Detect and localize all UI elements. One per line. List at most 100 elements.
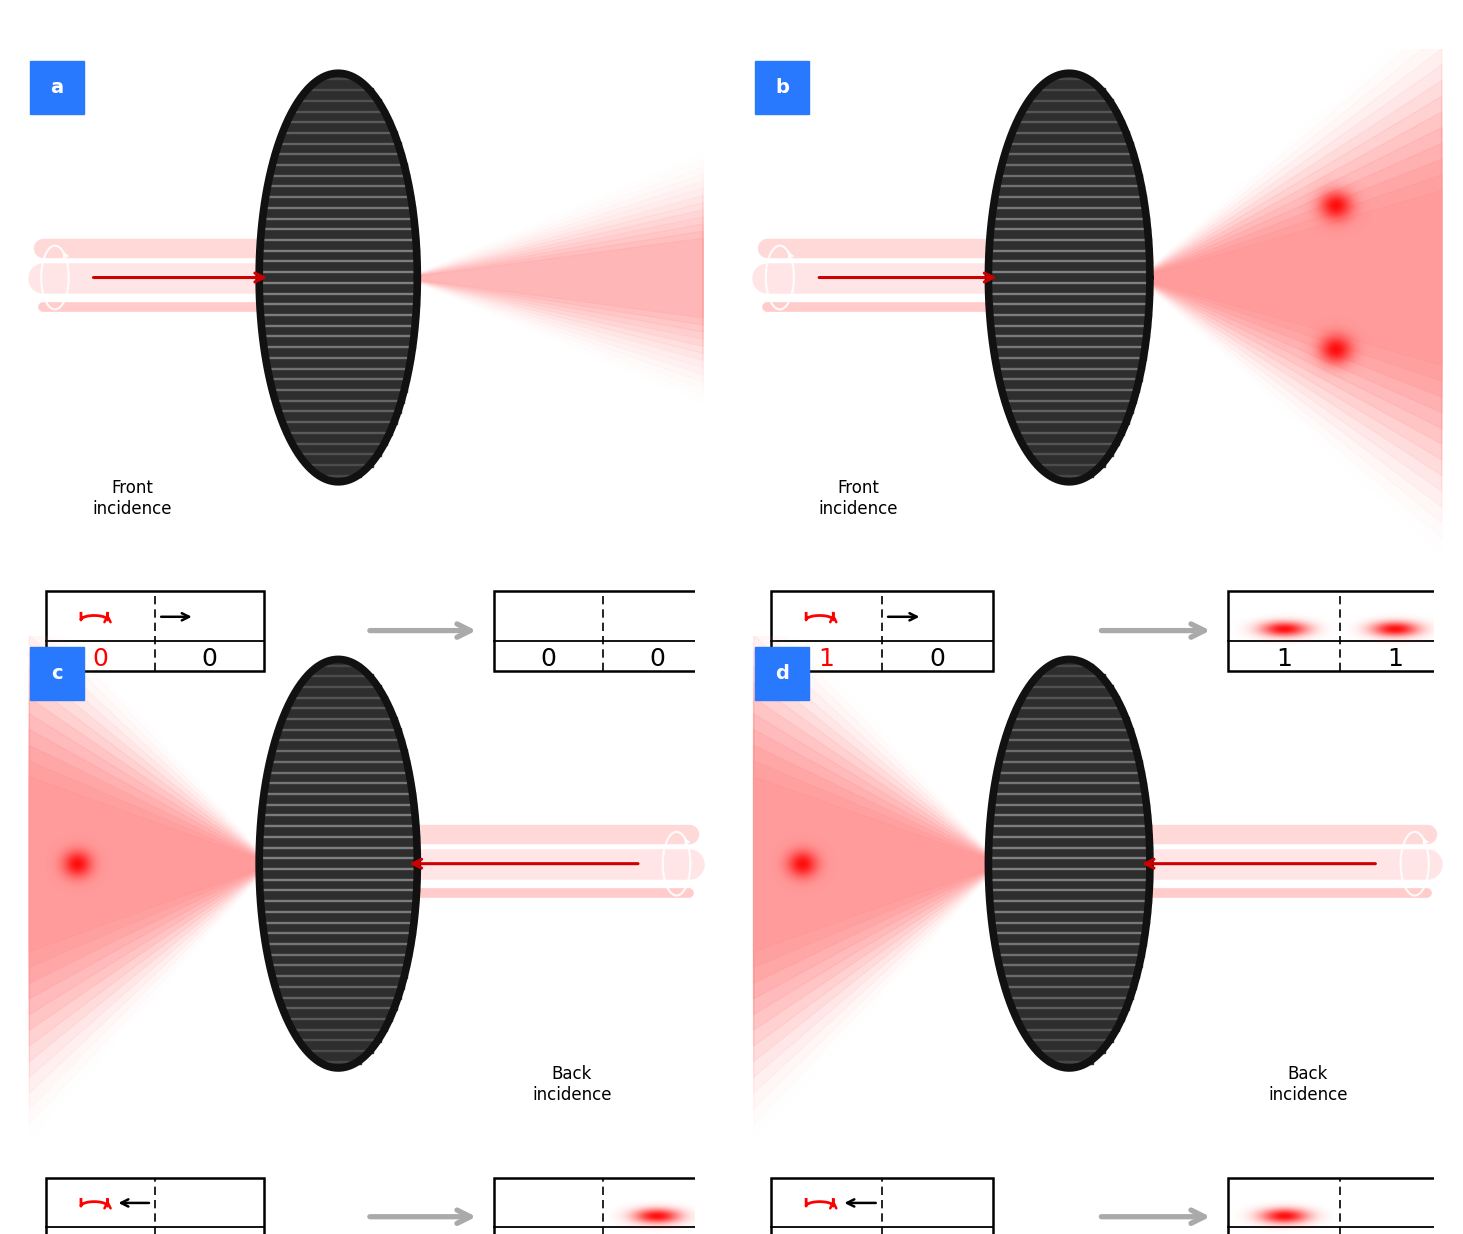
Bar: [1140, 366, 1144, 370]
Bar: [396, 996, 401, 1000]
Bar: [260, 900, 263, 903]
Bar: [1147, 270, 1151, 274]
Bar: [369, 675, 373, 677]
Bar: [260, 238, 263, 242]
Bar: [1001, 749, 1004, 753]
Bar: [1121, 121, 1125, 123]
Bar: [357, 664, 361, 668]
Bar: [402, 163, 407, 167]
Bar: [272, 163, 274, 167]
Bar: [259, 845, 262, 849]
Bar: [1109, 1039, 1113, 1043]
Bar: [996, 185, 999, 189]
Bar: [259, 888, 262, 892]
Bar: [1147, 302, 1151, 306]
Bar: [266, 366, 269, 370]
Bar: [259, 835, 262, 839]
Bar: [405, 964, 410, 967]
Text: Back
incidence: Back incidence: [1268, 1065, 1347, 1104]
Bar: [995, 357, 998, 359]
Bar: [989, 291, 990, 295]
Bar: [396, 142, 401, 146]
Bar: [411, 921, 415, 924]
Text: 0: 0: [540, 647, 556, 671]
Bar: [1143, 792, 1147, 796]
Bar: [357, 78, 361, 81]
Bar: [1015, 1017, 1018, 1021]
Bar: [369, 89, 373, 91]
Bar: [1121, 1017, 1125, 1021]
Bar: [407, 185, 411, 189]
Bar: [995, 943, 998, 945]
Bar: [1115, 1028, 1119, 1032]
Bar: [1146, 900, 1150, 903]
Bar: [415, 270, 420, 274]
Bar: [414, 259, 418, 263]
Bar: [396, 410, 401, 413]
Bar: [405, 174, 410, 178]
Bar: [1132, 985, 1137, 988]
Bar: [1128, 410, 1132, 413]
Bar: [1146, 227, 1150, 231]
Bar: [1088, 78, 1093, 81]
Bar: [1048, 1060, 1050, 1064]
Bar: [989, 845, 990, 849]
Bar: [999, 174, 1001, 178]
Bar: [1146, 325, 1150, 327]
Bar: [405, 378, 410, 381]
Bar: [1036, 675, 1039, 677]
Bar: [993, 206, 995, 210]
Bar: [410, 206, 414, 210]
Bar: [269, 378, 272, 381]
Bar: [392, 421, 396, 424]
Bar: [1144, 921, 1148, 924]
Bar: [999, 378, 1001, 381]
Bar: [1144, 334, 1148, 338]
Ellipse shape: [989, 659, 1150, 1067]
Bar: [1125, 421, 1129, 424]
Bar: [278, 142, 281, 146]
Bar: [1229, 1177, 1451, 1234]
Bar: [1147, 259, 1151, 263]
Bar: [383, 110, 388, 114]
Bar: [399, 399, 404, 402]
Bar: [405, 760, 410, 764]
Bar: [1115, 110, 1119, 114]
Bar: [317, 474, 319, 478]
Text: d: d: [775, 664, 789, 684]
Bar: [1109, 685, 1113, 689]
Bar: [989, 888, 992, 892]
Text: 1: 1: [818, 647, 834, 671]
Bar: [1128, 142, 1132, 146]
Bar: [275, 985, 277, 988]
Bar: [414, 845, 418, 849]
Bar: [1134, 975, 1140, 977]
Bar: [357, 474, 361, 478]
Text: 0: 0: [202, 647, 218, 671]
Bar: [1004, 399, 1007, 402]
Bar: [1144, 803, 1148, 807]
FancyBboxPatch shape: [755, 60, 809, 114]
Bar: [407, 366, 411, 370]
Bar: [392, 131, 396, 135]
Bar: [1115, 696, 1119, 700]
Bar: [383, 696, 388, 700]
Text: 0: 0: [92, 647, 108, 671]
Bar: [1147, 249, 1151, 253]
Bar: [1088, 474, 1093, 478]
Bar: [392, 717, 396, 721]
Bar: [1004, 739, 1007, 743]
Bar: [411, 217, 415, 221]
Bar: [266, 771, 269, 775]
Bar: [1008, 728, 1009, 732]
Bar: [1008, 410, 1009, 413]
Bar: [413, 325, 417, 327]
Ellipse shape: [259, 659, 417, 1067]
Bar: [1141, 195, 1146, 199]
Bar: [47, 1177, 263, 1234]
Bar: [1004, 153, 1007, 157]
Bar: [1001, 389, 1004, 391]
Bar: [1147, 845, 1151, 849]
Bar: [1008, 142, 1009, 146]
Bar: [1141, 943, 1146, 945]
